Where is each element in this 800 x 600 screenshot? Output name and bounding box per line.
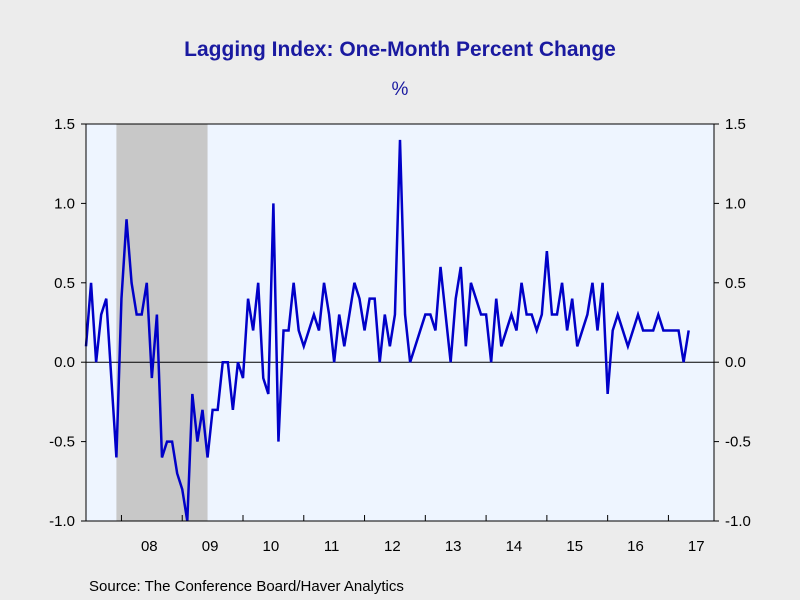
plot-frame (85, 123, 715, 522)
y-tick-label-left: 0.0 (54, 354, 75, 371)
source-note: Source: The Conference Board/Haver Analy… (89, 578, 404, 595)
y-tick-label-right: -1.0 (725, 513, 751, 530)
y-tick-label-right: -0.5 (725, 434, 751, 451)
x-tick-label: 10 (263, 538, 280, 555)
y-tick-label-left: 1.5 (54, 116, 75, 133)
y-tick-label-right: 0.0 (725, 354, 746, 371)
x-tick-label: 14 (506, 538, 523, 555)
x-tick-label: 08 (141, 538, 158, 555)
series-line (84, 139, 690, 522)
y-tick-label-right: 1.0 (725, 195, 746, 212)
x-tick-label: 16 (627, 538, 644, 555)
x-tick-label: 15 (566, 538, 583, 555)
x-tick-label: 13 (445, 538, 462, 555)
y-axis-unit: % (391, 79, 409, 100)
y-tick-label-left: -0.5 (49, 434, 75, 451)
y-tick-label-right: 1.5 (725, 116, 746, 133)
y-tick-label-left: -1.0 (49, 513, 75, 530)
x-tick-label: 12 (384, 538, 401, 555)
recession-band (116, 124, 208, 521)
y-tick-label-left: 0.5 (54, 275, 75, 292)
chart-title: Lagging Index: One-Month Percent Change (184, 38, 616, 61)
x-tick-label: 17 (688, 538, 705, 555)
x-tick-label: 09 (202, 538, 219, 555)
y-tick-label-right: 0.5 (725, 275, 746, 292)
y-tick-label-left: 1.0 (54, 195, 75, 212)
x-tick-label: 11 (324, 538, 340, 555)
